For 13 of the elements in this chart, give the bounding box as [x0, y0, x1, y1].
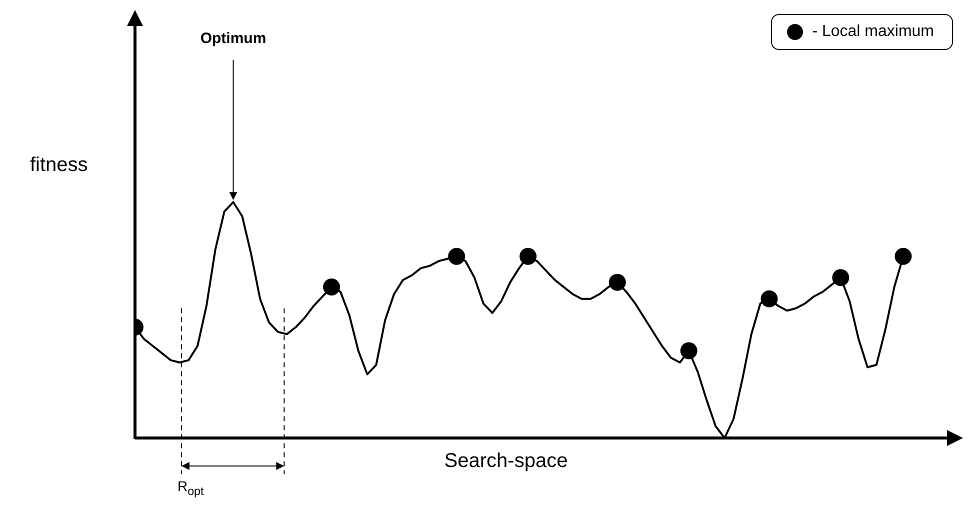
- point: [520, 248, 537, 265]
- legend-label: - Local maximum: [812, 23, 934, 41]
- text: R$_{opt}$: [177, 478, 204, 498]
- y-axis-title: fitness: [30, 154, 88, 176]
- x-axis-title: Search-space: [444, 450, 568, 472]
- point: [608, 274, 626, 291]
- point: [760, 290, 778, 308]
- point: [894, 248, 912, 265]
- point: [832, 269, 850, 286]
- point: [448, 248, 466, 265]
- point: [323, 278, 340, 296]
- point: [680, 342, 698, 360]
- text: Optimum: [200, 30, 266, 47]
